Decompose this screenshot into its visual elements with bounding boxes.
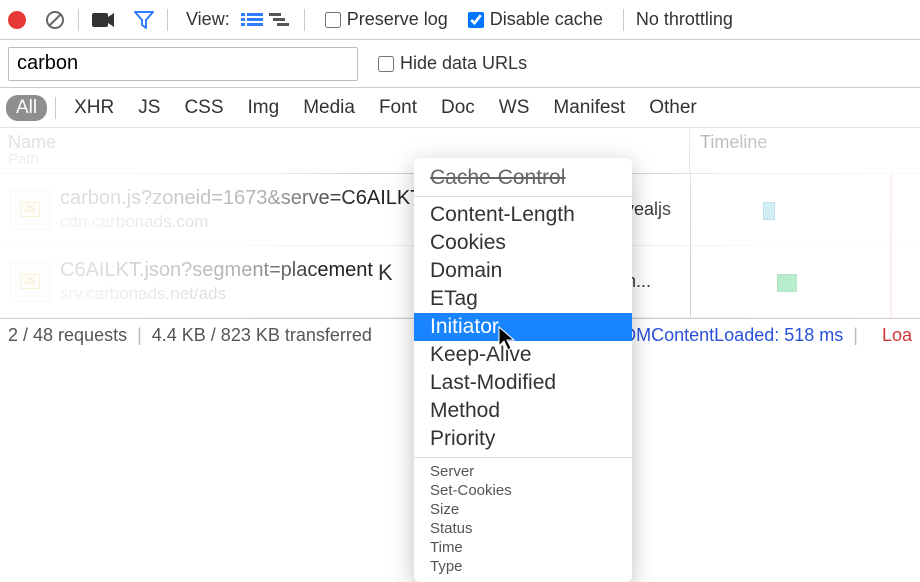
type-divider: [55, 97, 56, 119]
request-type-filters: All XHR JS CSS Img Media Font Doc WS Man…: [0, 88, 920, 128]
context-menu-item[interactable]: Size: [414, 500, 632, 519]
preserve-log-label: Preserve log: [347, 9, 448, 30]
view-waterfall-icon[interactable]: [268, 8, 292, 32]
context-menu-item[interactable]: Server: [414, 462, 632, 481]
disable-cache-input[interactable]: [468, 12, 484, 28]
stray-text: K: [378, 260, 393, 286]
network-toolbar: View: Preserve log Disable cache No thro…: [0, 0, 920, 40]
view-label: View:: [186, 9, 230, 30]
filter-input[interactable]: [8, 47, 358, 81]
status-dom-loaded: DOMContentLoaded: 518 ms: [609, 325, 843, 346]
status-requests: 2 / 48 requests: [8, 325, 127, 346]
context-menu-item[interactable]: Cache-Control: [414, 164, 632, 192]
type-pill-manifest[interactable]: Manifest: [543, 95, 635, 121]
toolbar-divider: [623, 9, 624, 31]
type-pill-img[interactable]: Img: [238, 95, 290, 121]
column-header-timeline[interactable]: Timeline: [690, 128, 920, 173]
preserve-log-input[interactable]: [325, 12, 341, 28]
type-pill-font[interactable]: Font: [369, 95, 427, 121]
screenshot-icon[interactable]: [91, 11, 115, 29]
filter-icon[interactable]: [133, 9, 155, 31]
type-pill-all[interactable]: All: [6, 95, 47, 121]
record-button[interactable]: [8, 11, 26, 29]
type-pill-xhr[interactable]: XHR: [64, 95, 124, 121]
header-name-label: Name: [8, 132, 681, 153]
throttling-selector[interactable]: No throttling: [636, 9, 733, 30]
hide-data-urls-input[interactable]: [378, 56, 394, 72]
status-transferred: 4.4 KB / 823 KB transferred: [152, 325, 372, 346]
context-menu-item[interactable]: Content-Length: [414, 201, 632, 229]
disable-cache-label: Disable cache: [490, 9, 603, 30]
toolbar-divider: [78, 9, 79, 31]
header-timeline-label: Timeline: [700, 132, 910, 153]
context-menu-item[interactable]: Type: [414, 557, 632, 576]
context-menu-item[interactable]: Keep-Alive: [414, 341, 632, 369]
header-context-menu: Cache-Control Content-LengthCookiesDomain…: [414, 158, 632, 582]
timeline-cell: [690, 174, 920, 245]
hide-data-urls-checkbox[interactable]: Hide data URLs: [378, 53, 527, 74]
context-menu-item[interactable]: Domain: [414, 257, 632, 285]
context-menu-item[interactable]: ETag: [414, 285, 632, 313]
clear-icon[interactable]: [44, 9, 66, 31]
toolbar-divider: [304, 9, 305, 31]
context-menu-item[interactable]: Initiator: [414, 313, 632, 341]
status-load: Loa: [882, 325, 912, 346]
context-menu-item[interactable]: Method: [414, 397, 632, 425]
hide-data-urls-label: Hide data URLs: [400, 53, 527, 74]
context-menu-item[interactable]: Priority: [414, 425, 632, 453]
preserve-log-checkbox[interactable]: Preserve log: [325, 9, 448, 30]
disable-cache-checkbox[interactable]: Disable cache: [468, 9, 603, 30]
timeline-bar: [777, 274, 797, 292]
context-menu-item[interactable]: Last-Modified: [414, 369, 632, 397]
timeline-cell: [690, 246, 920, 317]
type-pill-doc[interactable]: Doc: [431, 95, 485, 121]
view-list-icon[interactable]: [240, 8, 264, 32]
file-type-icon: JS: [10, 190, 50, 230]
type-pill-js[interactable]: JS: [128, 95, 170, 121]
context-menu-item[interactable]: Set-Cookies: [414, 481, 632, 500]
type-pill-css[interactable]: CSS: [174, 95, 233, 121]
filter-row: Hide data URLs: [0, 40, 920, 88]
context-menu-item[interactable]: Cookies: [414, 229, 632, 257]
file-type-icon: JS: [10, 262, 50, 302]
context-menu-item[interactable]: Status: [414, 519, 632, 538]
timeline-bar: [763, 202, 775, 220]
type-pill-other[interactable]: Other: [639, 95, 707, 121]
type-pill-ws[interactable]: WS: [489, 95, 540, 121]
context-menu-item[interactable]: Time: [414, 538, 632, 557]
type-pill-media[interactable]: Media: [293, 95, 365, 121]
toolbar-divider: [167, 9, 168, 31]
